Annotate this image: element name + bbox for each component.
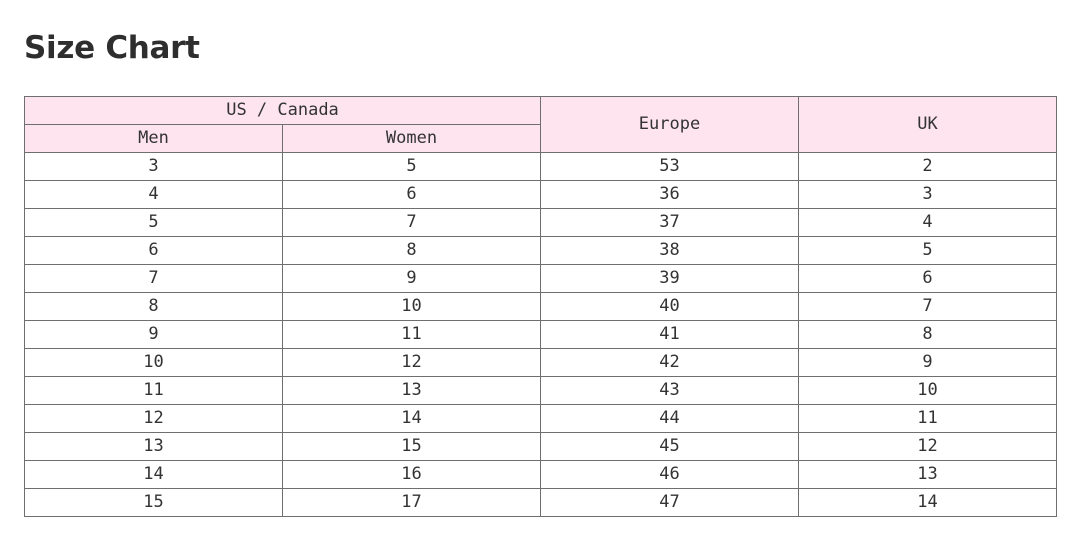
cell-europe: 40	[540, 292, 799, 321]
table-row: 3 5 53 2	[24, 152, 1057, 181]
header-women: Women	[282, 124, 541, 153]
cell-uk: 14	[798, 488, 1057, 517]
table-header: US / Canada Europe UK Men Women	[24, 96, 1057, 153]
cell-uk: 8	[798, 320, 1057, 349]
cell-europe: 41	[540, 320, 799, 349]
table-row: 10 12 42 9	[24, 348, 1057, 377]
cell-men: 11	[24, 376, 283, 405]
cell-men: 5	[24, 208, 283, 237]
cell-europe: 46	[540, 460, 799, 489]
header-europe: Europe	[540, 96, 799, 153]
cell-women: 6	[282, 180, 541, 209]
cell-women: 15	[282, 432, 541, 461]
cell-europe: 39	[540, 264, 799, 293]
cell-uk: 3	[798, 180, 1057, 209]
cell-europe: 44	[540, 404, 799, 433]
cell-uk: 12	[798, 432, 1057, 461]
cell-men: 8	[24, 292, 283, 321]
cell-europe: 36	[540, 180, 799, 209]
table-row: 6 8 38 5	[24, 236, 1057, 265]
table-body: 3 5 53 2 4 6 36 3 5 7 37 4 6 8 38 5 7 9 39 6 8 10 40 7 9 11 41 8 10 1…	[24, 152, 1057, 517]
cell-uk: 6	[798, 264, 1057, 293]
cell-men: 7	[24, 264, 283, 293]
cell-women: 10	[282, 292, 541, 321]
cell-europe: 47	[540, 488, 799, 517]
cell-uk: 5	[798, 236, 1057, 265]
cell-europe: 42	[540, 348, 799, 377]
table-row: 5 7 37 4	[24, 208, 1057, 237]
table-row: 7 9 39 6	[24, 264, 1057, 293]
header-uk: UK	[798, 96, 1057, 153]
table-row: 4 6 36 3	[24, 180, 1057, 209]
cell-europe: 43	[540, 376, 799, 405]
cell-europe: 53	[540, 152, 799, 181]
cell-men: 12	[24, 404, 283, 433]
cell-uk: 7	[798, 292, 1057, 321]
header-us-canada: US / Canada	[24, 96, 541, 125]
cell-women: 12	[282, 348, 541, 377]
cell-uk: 4	[798, 208, 1057, 237]
cell-europe: 38	[540, 236, 799, 265]
cell-women: 11	[282, 320, 541, 349]
cell-men: 6	[24, 236, 283, 265]
cell-men: 9	[24, 320, 283, 349]
cell-women: 14	[282, 404, 541, 433]
table-row: 14 16 46 13	[24, 460, 1057, 489]
cell-europe: 37	[540, 208, 799, 237]
cell-women: 13	[282, 376, 541, 405]
cell-women: 16	[282, 460, 541, 489]
cell-europe: 45	[540, 432, 799, 461]
cell-men: 15	[24, 488, 283, 517]
table-row: 12 14 44 11	[24, 404, 1057, 433]
size-chart-table: US / Canada Europe UK Men Women 3 5 53 2 4 6 3…	[24, 96, 1057, 517]
table-row: 15 17 47 14	[24, 488, 1057, 517]
header-row-top: US / Canada Europe UK	[24, 96, 1057, 153]
table-row: 8 10 40 7	[24, 292, 1057, 321]
cell-women: 8	[282, 236, 541, 265]
table-row: 11 13 43 10	[24, 376, 1057, 405]
cell-women: 5	[282, 152, 541, 181]
cell-women: 7	[282, 208, 541, 237]
cell-men: 14	[24, 460, 283, 489]
cell-uk: 13	[798, 460, 1057, 489]
cell-uk: 11	[798, 404, 1057, 433]
cell-uk: 2	[798, 152, 1057, 181]
header-men: Men	[24, 124, 283, 153]
cell-men: 10	[24, 348, 283, 377]
cell-women: 9	[282, 264, 541, 293]
cell-men: 13	[24, 432, 283, 461]
table-row: 9 11 41 8	[24, 320, 1057, 349]
cell-uk: 9	[798, 348, 1057, 377]
page-title: Size Chart	[24, 30, 200, 66]
header-row-sub: Men Women	[24, 124, 1057, 153]
cell-men: 3	[24, 152, 283, 181]
cell-women: 17	[282, 488, 541, 517]
cell-uk: 10	[798, 376, 1057, 405]
cell-men: 4	[24, 180, 283, 209]
table-row: 13 15 45 12	[24, 432, 1057, 461]
